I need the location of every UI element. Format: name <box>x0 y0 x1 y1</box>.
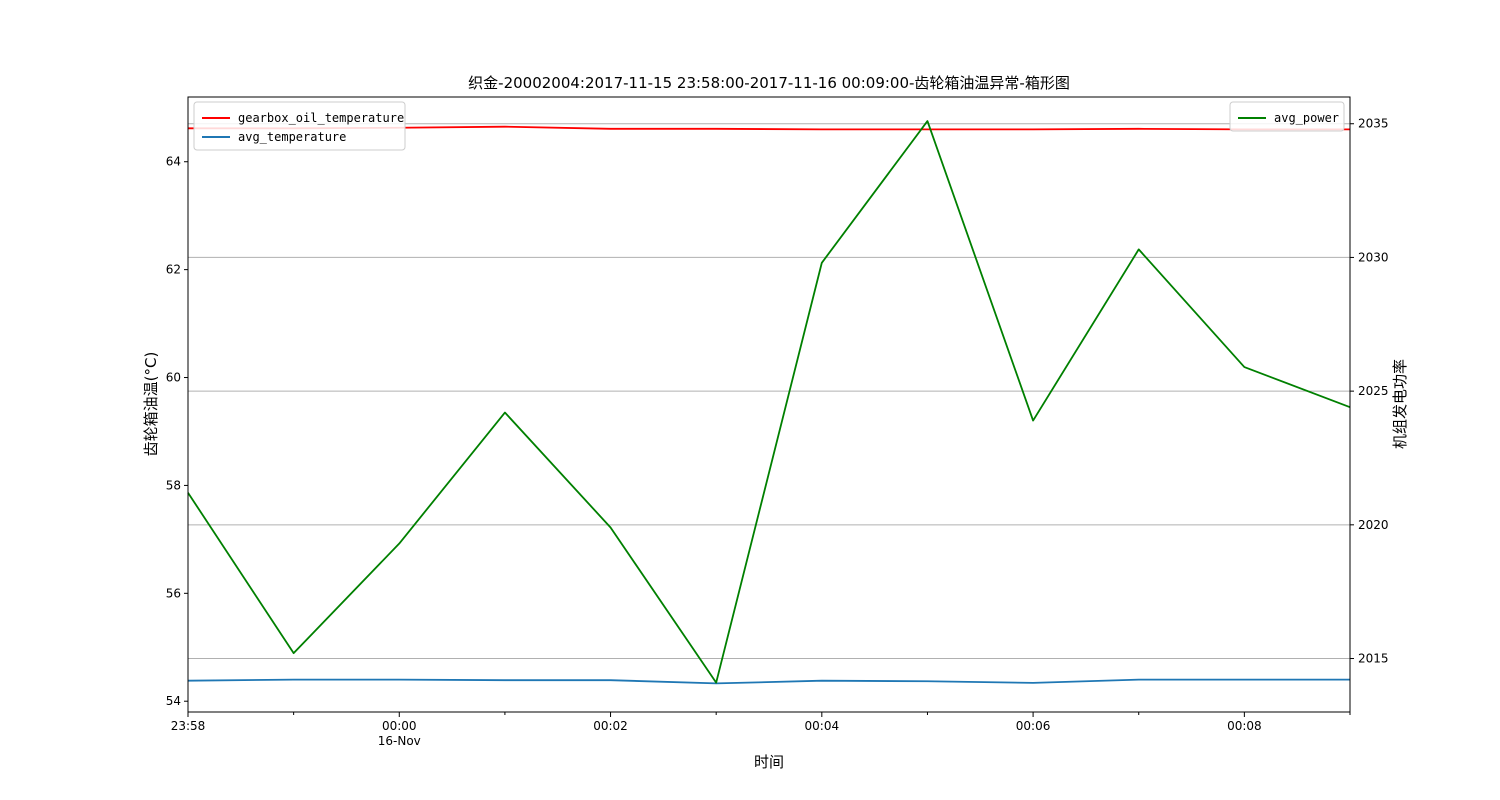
x-tick-label: 00:02 <box>593 719 628 733</box>
left-y-tick-label: 60 <box>166 371 181 385</box>
left-y-tick-label: 56 <box>166 586 181 600</box>
x-tick-label: 00:08 <box>1227 719 1262 733</box>
plot-frame <box>187 96 1351 713</box>
legend-label-gearbox_oil_temperature: gearbox_oil_temperature <box>238 111 404 125</box>
grid-lines <box>188 123 1350 660</box>
left-y-tick-label: 62 <box>166 263 181 277</box>
right-y-tick-label: 2035 <box>1358 117 1389 131</box>
left-y-tick-label: 64 <box>166 155 181 169</box>
right-y-tick-label: 2020 <box>1358 518 1389 532</box>
series-line-avg_power <box>187 120 1351 684</box>
chart-title: 织金-20002004:2017-11-15 23:58:00-2017-11-… <box>468 74 1070 92</box>
legend-left: gearbox_oil_temperature avg_temperature <box>193 101 406 151</box>
right-y-tick-label: 2030 <box>1358 250 1389 264</box>
x-axis-title: 时间 <box>754 753 784 771</box>
legend-box <box>1229 101 1345 132</box>
left-y-axis: 54 56 58 60 62 64 <box>166 155 188 708</box>
legend-label-avg_power: avg_power <box>1274 111 1339 125</box>
x-tick-label: 00:06 <box>1016 719 1051 733</box>
right-y-axis: 2015 2020 2025 2030 2035 <box>1350 117 1389 666</box>
series-lines <box>187 120 1351 685</box>
x-tick-label: 00:04 <box>805 719 840 733</box>
series-line-avg_temperature <box>187 678 1350 685</box>
left-y-tick-label: 54 <box>166 694 181 708</box>
right-y-tick-label: 2025 <box>1358 384 1389 398</box>
right-y-axis-title: 机组发电功率 <box>1391 359 1409 449</box>
legend-label-avg_temperature: avg_temperature <box>238 130 346 144</box>
x-tick-label: 23:58 <box>171 719 206 733</box>
right-y-tick-label: 2015 <box>1358 652 1389 666</box>
legend-right: avg_power <box>1229 101 1345 132</box>
left-y-axis-title: 齿轮箱油温(°C) <box>142 352 160 457</box>
left-y-tick-label: 58 <box>166 478 181 492</box>
x-tick-label: 00:00 <box>382 719 417 733</box>
legend-box <box>193 101 406 151</box>
x-tick-sublabel: 16-Nov <box>378 734 421 748</box>
